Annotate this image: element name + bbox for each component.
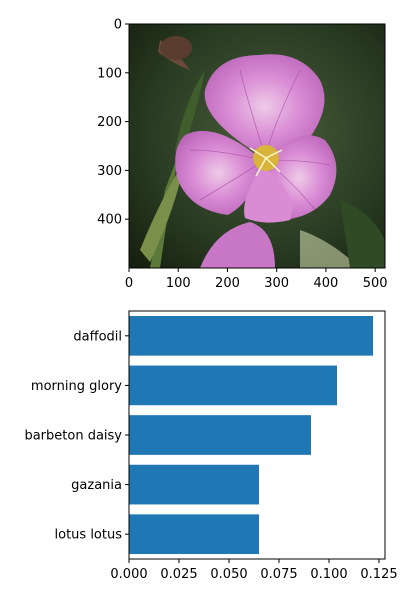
category-label: barbeton daisy [24, 429, 122, 444]
image-x-axis: 0 100 200 300 400 500 [125, 268, 388, 291]
image-x-tick-label: 100 [166, 276, 191, 291]
image-frame [128, 23, 386, 269]
bar-x-tick-label: 0.075 [260, 567, 297, 582]
bar-x-tick-label: 0.025 [160, 567, 197, 582]
image-x-tick-label: 500 [363, 276, 388, 291]
image-y-tick-label: 200 [97, 115, 122, 130]
bar-lotus-lotus [129, 514, 259, 555]
image-y-tick-label: 100 [97, 66, 122, 81]
image-y-tick-label: 300 [97, 164, 122, 179]
bar-x-axis: 0.000 0.025 0.050 0.075 0.100 0.125 [110, 559, 398, 582]
bar-morning-glory [129, 365, 337, 406]
category-label: daffodil [73, 329, 122, 344]
bar-x-tick-label: 0.100 [310, 567, 347, 582]
category-label: lotus lotus [55, 528, 123, 543]
bar-x-tick-label: 0.050 [210, 567, 247, 582]
bar-chart: daffodil morning glory barbeton daisy gazan… [24, 310, 398, 582]
flower-image [129, 24, 385, 268]
bar-daffodil [129, 315, 373, 356]
image-panel: 0 100 200 300 400 500 0 100 200 300 400 [97, 18, 387, 292]
category-label: gazania [71, 478, 122, 493]
image-x-tick-label: 0 [125, 276, 133, 291]
bar-gazania [129, 464, 259, 505]
bar-y-axis: daffodil morning glory barbeton daisy gazan… [24, 329, 129, 543]
image-y-tick-label: 400 [97, 213, 122, 228]
bar-x-tick-label: 0.000 [110, 567, 147, 582]
bar-x-tick-label: 0.125 [360, 567, 397, 582]
image-y-axis: 0 100 200 300 400 [97, 18, 129, 228]
image-x-tick-label: 200 [215, 276, 240, 291]
category-label: morning glory [31, 379, 122, 394]
image-x-tick-label: 300 [264, 276, 289, 291]
image-y-tick-label: 0 [114, 18, 122, 33]
bar-barbeton-daisy [129, 415, 311, 455]
image-x-tick-label: 400 [314, 276, 339, 291]
